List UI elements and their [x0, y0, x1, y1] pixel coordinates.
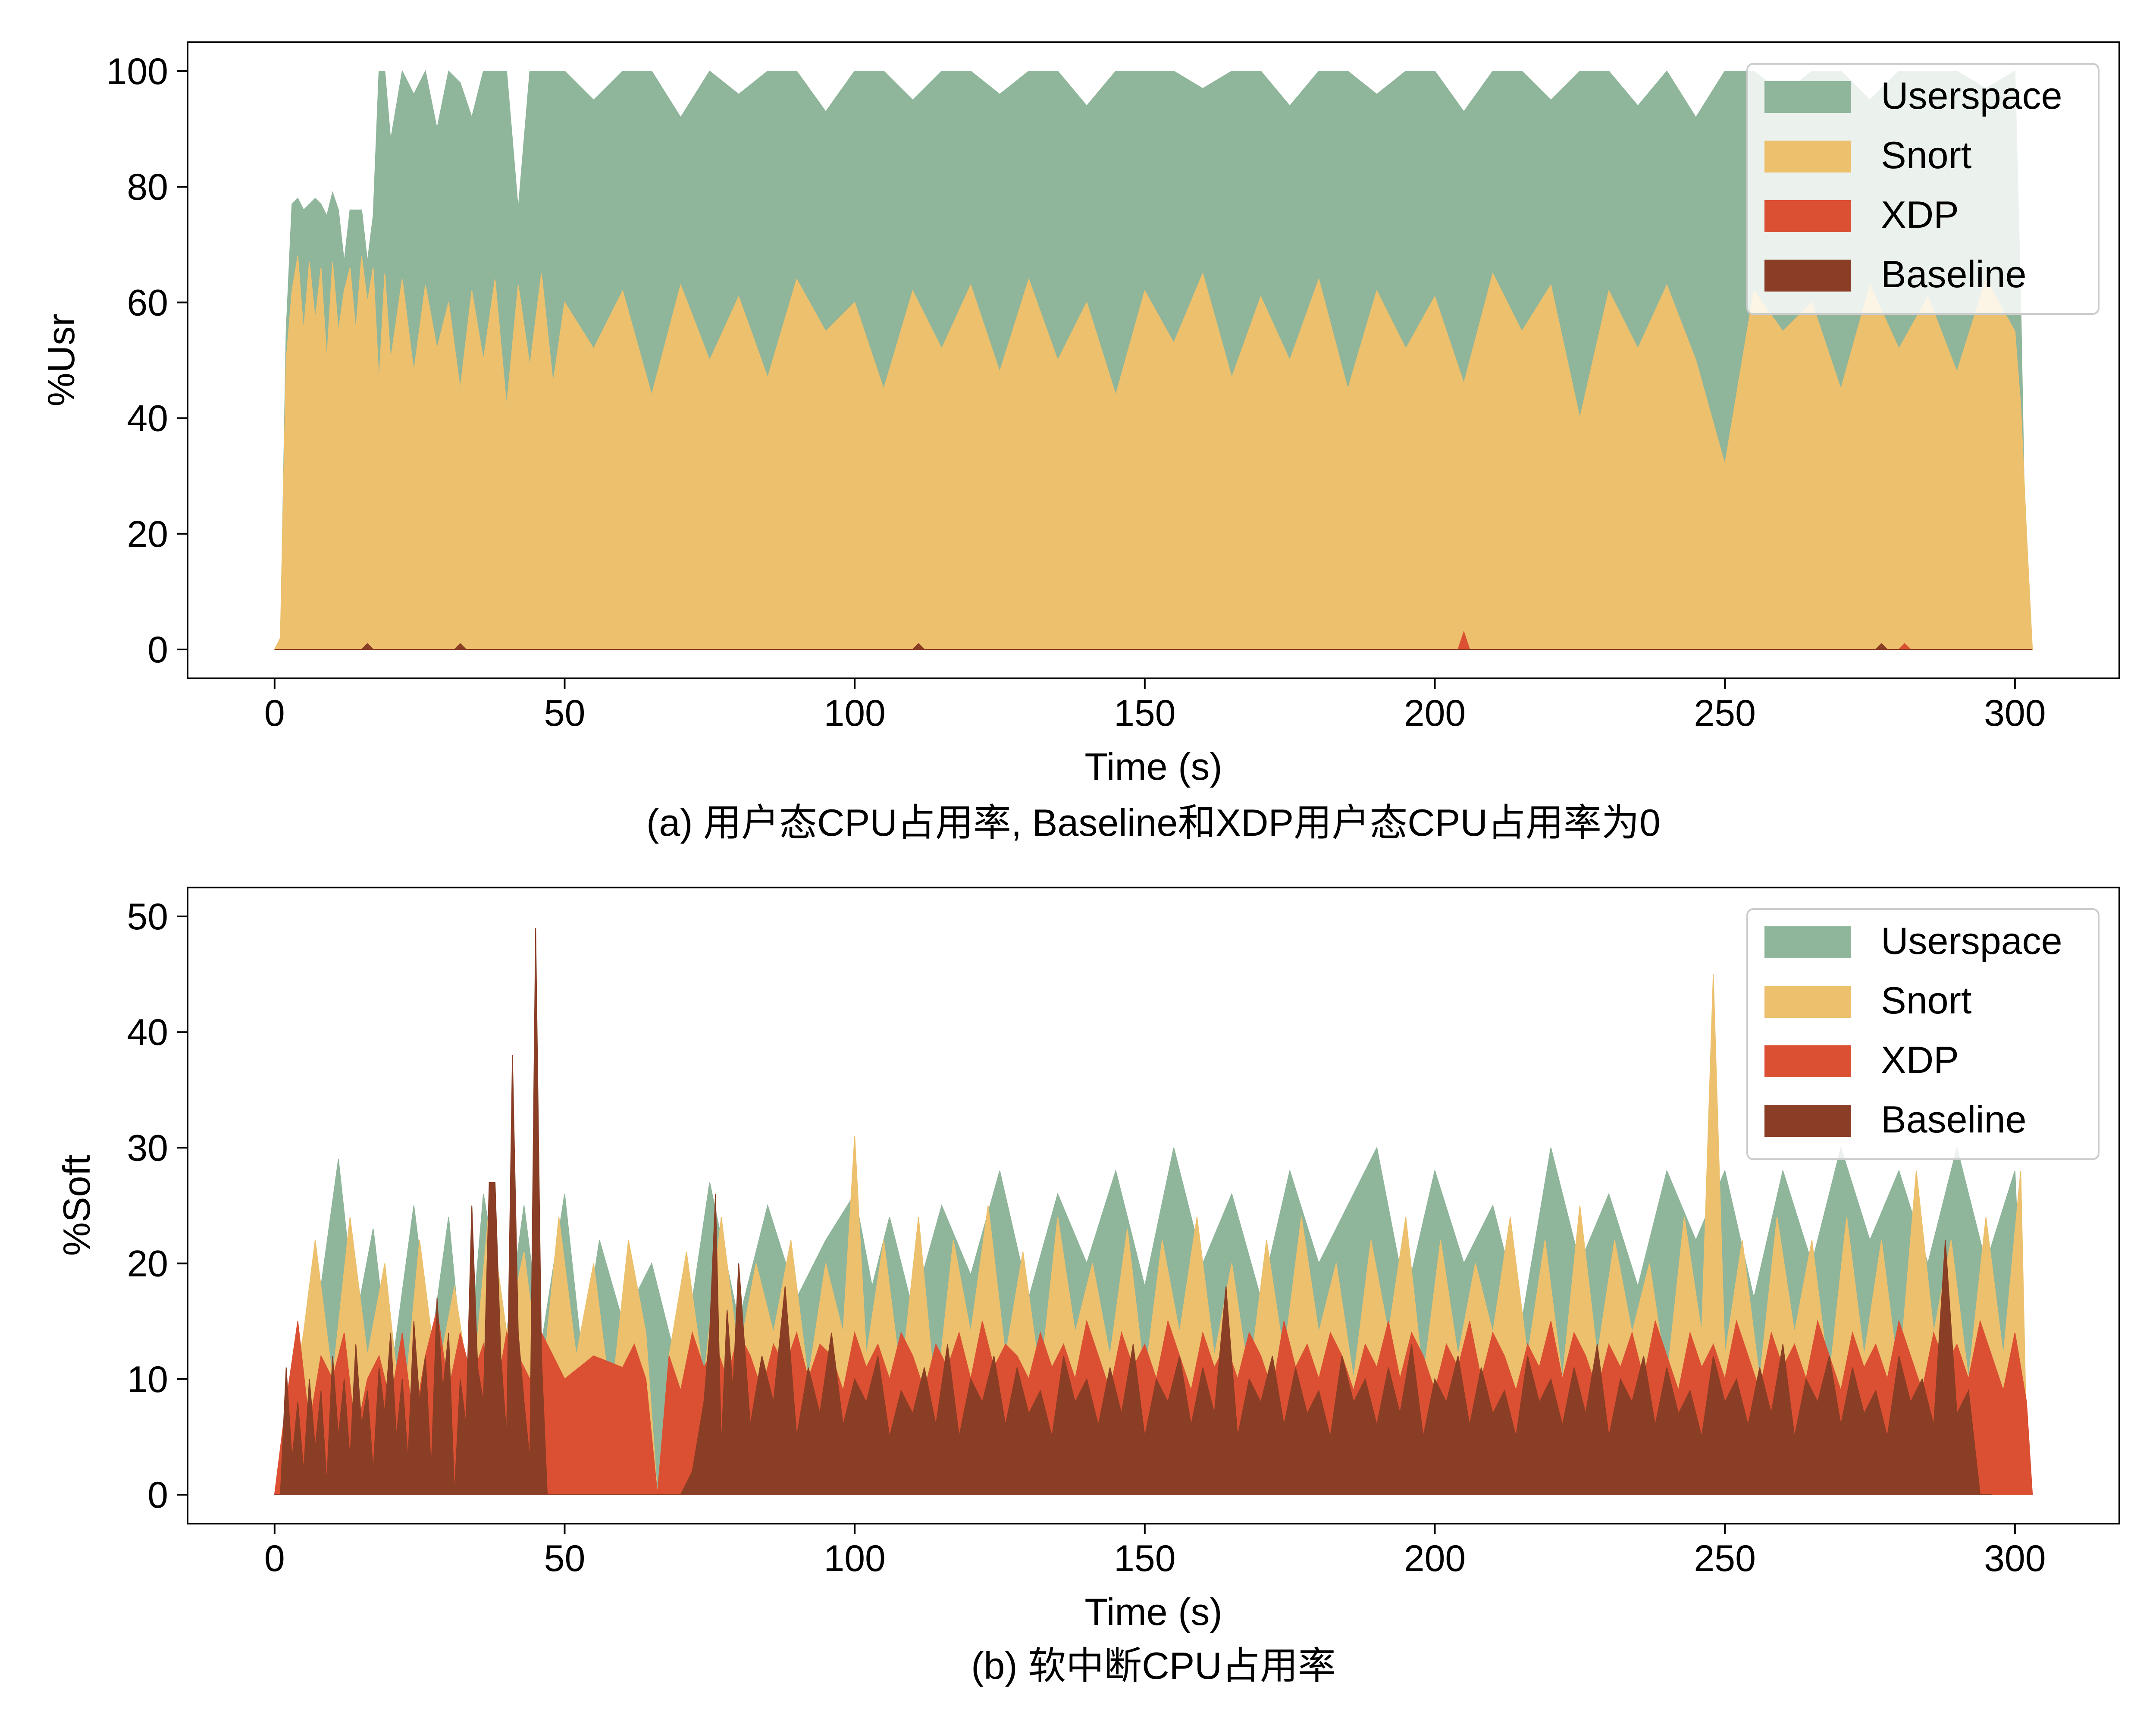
legend-label-userspace: Userspace: [1881, 74, 2062, 117]
chart-usr: 0 50 100 150 200 250 300 0 20 40 60 80 100 Time (s)…: [40, 41, 2120, 844]
series-area-baseline-usr: [274, 643, 2033, 650]
legend-swatch-snort: [1764, 141, 1851, 172]
x-tick-label: 150: [1114, 693, 1176, 734]
legend-label-userspace: Userspace: [1881, 919, 2062, 962]
x-tick-label: 250: [1694, 693, 1756, 734]
y-tick-label: 40: [127, 398, 168, 439]
y-axis-soft: 0 10 20 30 40 50: [127, 896, 188, 1516]
y-tick-label: 80: [127, 166, 168, 208]
plot-area-usr: [274, 69, 2033, 650]
legend-label-snort: Snort: [1881, 134, 1971, 176]
y-tick-label: 20: [127, 514, 168, 555]
caption-soft: (b) 软中断CPU占用率: [971, 1644, 1336, 1687]
y-tick-label: 10: [127, 1359, 168, 1400]
x-tick-label: 200: [1404, 693, 1466, 734]
legend-swatch-snort: [1764, 986, 1851, 1018]
y-tick-label: 30: [127, 1127, 168, 1169]
caption-usr: (a) 用户态CPU占用率, Baseline和XDP用户态CPU占用率为0: [646, 801, 1661, 844]
y-tick-label: 50: [127, 896, 168, 938]
x-tick-label: 50: [544, 1538, 586, 1579]
legend-swatch-baseline: [1764, 260, 1851, 292]
legend-label-snort: Snort: [1881, 979, 1971, 1022]
y-tick-label: 0: [147, 1474, 168, 1516]
x-axis-label-soft: Time (s): [1084, 1590, 1222, 1633]
x-axis-label-usr: Time (s): [1084, 745, 1222, 788]
legend-label-xdp: XDP: [1881, 193, 1959, 236]
legend-label-baseline: Baseline: [1881, 1098, 2027, 1141]
x-tick-label: 0: [264, 693, 285, 734]
y-axis-label-usr: %Usr: [40, 314, 82, 406]
legend-soft: Userspace Snort XDP Baseline: [1746, 908, 2100, 1160]
legend-swatch-xdp: [1764, 1045, 1851, 1077]
y-tick-label: 60: [127, 282, 168, 323]
x-tick-label: 0: [264, 1538, 285, 1579]
series-area-snort-usr: [274, 256, 2033, 650]
plot-area-soft: [274, 928, 2033, 1495]
x-tick-label: 100: [824, 1538, 886, 1579]
legend-swatch-xdp: [1764, 200, 1851, 232]
axes-frame-soft: [187, 887, 2120, 1524]
legend-swatch-baseline: [1764, 1105, 1851, 1137]
y-tick-label: 20: [127, 1243, 168, 1285]
x-tick-label: 50: [544, 693, 586, 734]
legend-swatch-userspace: [1764, 926, 1851, 958]
legend-frame: [1746, 908, 2100, 1160]
legend-label-baseline: Baseline: [1881, 253, 2027, 295]
y-tick-label: 40: [127, 1012, 168, 1053]
x-tick-label: 300: [1984, 1538, 2046, 1579]
legend-frame: [1746, 63, 2100, 315]
legend-label-xdp: XDP: [1881, 1038, 1959, 1081]
x-tick-label: 150: [1114, 1538, 1176, 1579]
x-tick-label: 200: [1404, 1538, 1466, 1579]
x-tick-label: 100: [824, 693, 886, 734]
y-tick-label: 0: [147, 629, 168, 671]
x-axis-usr: 0 50 100 150 200 250 300: [264, 678, 2046, 734]
x-tick-label: 250: [1694, 1538, 1756, 1579]
x-axis-soft: 0 50 100 150 200 250 300: [264, 1524, 2046, 1579]
legend-swatch-userspace: [1764, 81, 1851, 113]
axes-frame-usr: [187, 41, 2120, 679]
y-axis-label-soft: %Soft: [55, 1155, 98, 1256]
y-axis-usr: 0 20 40 60 80 100: [107, 51, 188, 671]
legend-usr: Userspace Snort XDP Baseline: [1746, 63, 2100, 315]
x-tick-label: 300: [1984, 693, 2046, 734]
series-area-baseline-soft: [274, 928, 1992, 1495]
y-tick-label: 100: [107, 51, 169, 92]
